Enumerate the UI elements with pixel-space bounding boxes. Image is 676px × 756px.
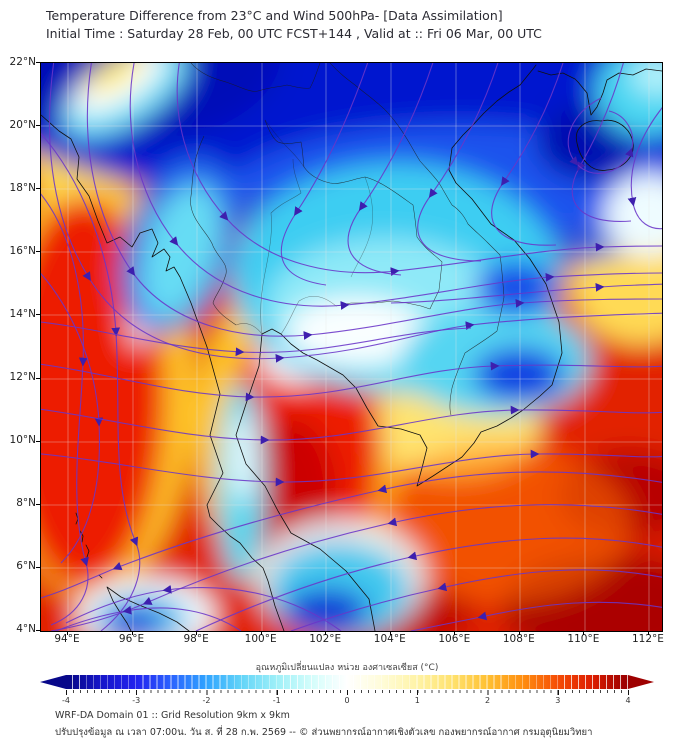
colorbar-tick-label: -4 bbox=[62, 696, 70, 705]
lat-tick-mark bbox=[36, 251, 40, 253]
lon-tick-mark bbox=[260, 631, 262, 635]
lat-tick-mark bbox=[36, 377, 40, 379]
lat-tick-mark bbox=[36, 440, 40, 442]
lon-tick-label: 96°E bbox=[118, 633, 145, 645]
colorbar-tick-label: -3 bbox=[132, 696, 141, 705]
lon-tick-mark bbox=[131, 631, 133, 635]
colorbar-tick-label: -1 bbox=[272, 696, 281, 705]
colorbar-tick-label: 3 bbox=[555, 696, 561, 705]
lat-tick-label: 22°N bbox=[9, 55, 36, 68]
colorbar-tick-label: 0 bbox=[344, 696, 350, 705]
lon-tick-label: 100°E bbox=[244, 633, 277, 645]
page-title: Temperature Difference from 23°C and Win… bbox=[46, 8, 503, 23]
colorbar-tick-label: 4 bbox=[625, 696, 631, 705]
lon-tick-mark bbox=[389, 631, 391, 635]
colorbar-tick-label: 1 bbox=[414, 696, 420, 705]
lat-tick-mark bbox=[36, 566, 40, 568]
lon-tick-label: 110°E bbox=[567, 633, 600, 645]
lon-tick-label: 102°E bbox=[309, 633, 342, 645]
lon-tick-mark bbox=[67, 631, 68, 635]
lat-tick-label: 20°N bbox=[9, 118, 36, 131]
lat-tick-mark bbox=[36, 125, 40, 127]
lon-tick-label: 108°E bbox=[502, 633, 535, 645]
colorbar-tick-label: -2 bbox=[202, 696, 211, 705]
footer-domain-info: WRF-DA Domain 01 :: Grid Resolution 9km … bbox=[55, 710, 290, 721]
lon-tick-label: 112°E bbox=[631, 633, 664, 645]
lat-tick-label: 6°N bbox=[16, 560, 36, 573]
lat-tick-label: 10°N bbox=[9, 434, 36, 447]
lon-tick-label: 94°E bbox=[54, 633, 80, 645]
lat-tick-mark bbox=[36, 629, 40, 631]
map-svg bbox=[41, 63, 662, 631]
page-subtitle: Initial Time : Saturday 28 Feb, 00 UTC F… bbox=[46, 26, 542, 41]
lon-tick-mark bbox=[583, 631, 585, 635]
lat-tick-label: 4°N bbox=[16, 623, 36, 636]
lon-tick-label: 98°E bbox=[183, 633, 209, 645]
lon-tick-mark bbox=[196, 631, 198, 635]
lon-tick-label: 106°E bbox=[438, 633, 471, 645]
lat-tick-label: 16°N bbox=[9, 244, 36, 257]
colorbar-tick-label: 2 bbox=[484, 696, 491, 705]
wind-streamlines bbox=[41, 63, 662, 631]
lon-tick-mark bbox=[454, 631, 456, 635]
lon-tick-mark bbox=[325, 631, 327, 635]
colorbar: -4 -3 -2 -1 0 1 2 3 4 bbox=[40, 675, 654, 705]
lat-tick-mark bbox=[36, 62, 40, 63]
lon-tick-label: 104°E bbox=[373, 633, 406, 645]
lat-tick-mark bbox=[36, 188, 40, 190]
footer-update-info: ปรับปรุงข้อมูล ณ เวลา 07:00น. วัน ส. ที่… bbox=[55, 727, 593, 738]
lat-tick-mark bbox=[36, 314, 40, 316]
lat-tick-label: 14°N bbox=[9, 307, 36, 320]
lon-tick-mark bbox=[647, 631, 649, 635]
lat-tick-label: 18°N bbox=[9, 181, 36, 194]
colorbar-major-ticks bbox=[66, 690, 629, 695]
lat-tick-mark bbox=[36, 503, 40, 505]
colorbar-gradient bbox=[40, 675, 654, 689]
lon-tick-mark bbox=[518, 631, 520, 635]
map-plot-area bbox=[40, 62, 663, 632]
colorbar-title: อุณหภูมิเปลี่ยนแปลง หน่วย องศาเซลเซียส (… bbox=[255, 663, 439, 673]
lat-tick-label: 8°N bbox=[16, 497, 36, 510]
lat-tick-label: 12°N bbox=[9, 371, 36, 384]
